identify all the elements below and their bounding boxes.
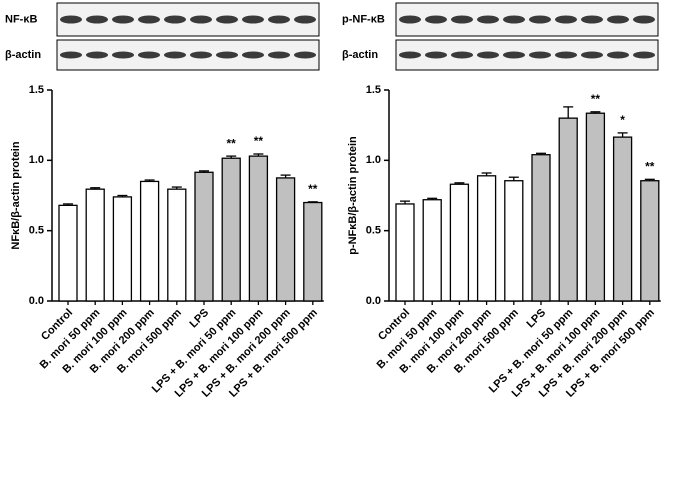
- bar: [275, 177, 296, 302]
- blot-band: [216, 51, 238, 59]
- blot-band: [268, 51, 290, 59]
- bar: [476, 175, 497, 302]
- blot-band: [190, 51, 212, 59]
- y-axis-label: NFκB/β-actin protein: [10, 141, 22, 249]
- blot-band: [242, 15, 264, 24]
- blot-band: [112, 51, 134, 59]
- significance-mark: **: [254, 134, 264, 148]
- bar: [112, 196, 133, 302]
- blot-band: [60, 51, 82, 59]
- significance-mark: **: [645, 159, 655, 173]
- blot-band: [425, 51, 447, 59]
- blot-band: [399, 51, 421, 59]
- blot-band: [529, 51, 551, 59]
- blot-band: [86, 51, 108, 59]
- blot-band: [190, 15, 212, 24]
- bar: [558, 117, 578, 302]
- blot-band: [399, 15, 421, 24]
- blot-label: NF-κB: [5, 13, 37, 25]
- bar: [58, 204, 78, 302]
- y-axis-label: p-NFκB/β-actin protein: [347, 136, 359, 255]
- y-tick-label: 0.0: [366, 295, 381, 307]
- blot-label: β-actin: [5, 49, 41, 61]
- bar: [504, 180, 524, 302]
- blot-band: [451, 15, 473, 24]
- bar: [303, 201, 323, 302]
- blot-band: [633, 15, 655, 24]
- y-tick-label: 0.5: [29, 225, 44, 237]
- blot-band: [60, 15, 82, 24]
- blot-band: [607, 51, 629, 59]
- blot-band: [86, 15, 108, 24]
- significance-mark: **: [227, 136, 237, 150]
- blot-band: [294, 51, 316, 59]
- y-tick-label: 1.5: [29, 84, 44, 96]
- blot-band: [581, 15, 603, 24]
- y-tick-label: 1.0: [366, 154, 381, 166]
- bar: [612, 136, 633, 302]
- bar: [194, 171, 214, 302]
- blot-band: [633, 51, 655, 59]
- blot-band: [425, 15, 447, 24]
- significance-mark: *: [620, 113, 625, 127]
- blot-band: [164, 51, 186, 59]
- blot-band: [451, 51, 473, 59]
- bar: [531, 154, 551, 302]
- blot-band: [503, 51, 525, 59]
- blot-label: p-NF-κB: [342, 13, 385, 25]
- blot-label: β-actin: [342, 49, 378, 61]
- bar: [139, 180, 160, 302]
- bar: [395, 203, 415, 302]
- blot-band: [555, 51, 577, 59]
- blot-band: [138, 15, 160, 24]
- bar: [422, 199, 442, 302]
- y-tick-label: 1.5: [366, 84, 381, 96]
- blot-band: [294, 15, 316, 24]
- blot-band: [607, 15, 629, 24]
- y-tick-label: 0.5: [366, 225, 381, 237]
- blot-band: [555, 15, 577, 24]
- blot-band: [503, 15, 525, 24]
- significance-mark: **: [308, 182, 318, 196]
- y-tick-label: 0.0: [29, 295, 44, 307]
- blot-band: [477, 51, 499, 59]
- blot-band: [242, 51, 264, 59]
- bar: [449, 183, 470, 302]
- bar: [221, 157, 241, 302]
- y-tick-label: 1.0: [29, 154, 44, 166]
- blot-band: [529, 15, 551, 24]
- blot-band: [164, 15, 186, 24]
- bar: [585, 112, 606, 302]
- blot-band: [112, 15, 134, 24]
- blot-band: [477, 15, 499, 24]
- bar: [167, 188, 187, 302]
- blot-band: [138, 51, 160, 59]
- bar: [248, 155, 269, 302]
- bar: [640, 180, 660, 302]
- bar: [85, 188, 105, 302]
- blot-band: [216, 15, 238, 24]
- blot-band: [581, 51, 603, 59]
- significance-mark: **: [591, 92, 601, 106]
- blot-band: [268, 15, 290, 24]
